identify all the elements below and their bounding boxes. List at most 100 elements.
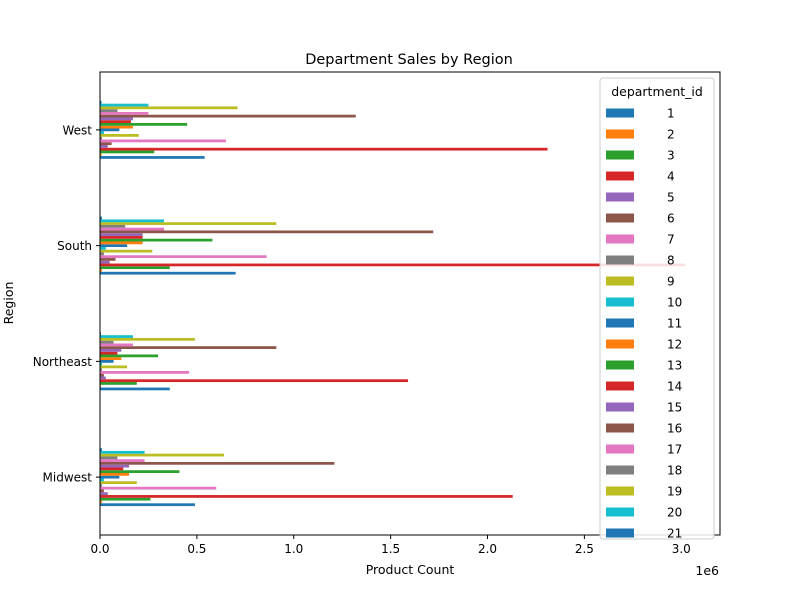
bar-midwest-dept-4: [100, 495, 513, 498]
bar-northeast-dept-4: [100, 379, 409, 383]
bar-midwest-dept-21: [100, 448, 102, 451]
legend-swatch: [606, 192, 634, 202]
bar-northeast-dept-7: [100, 371, 190, 374]
x-axis-label: Product Count: [366, 562, 455, 577]
bar-northeast-dept-5: [100, 376, 106, 380]
x-tick-label: 3.0: [672, 542, 691, 556]
y-axis-ticks: Midwest Northeast South West: [33, 123, 100, 485]
bar-west-dept-1: [100, 156, 205, 159]
legend-swatch: [606, 381, 634, 391]
legend-label: 17: [667, 443, 682, 457]
bar-midwest-dept-13: [100, 470, 180, 473]
bar-northeast-dept-11: [100, 360, 114, 363]
bar-midwest-dept-3: [100, 497, 151, 501]
bar-northeast-dept-14: [100, 351, 118, 355]
bar-west-dept-10: [100, 131, 104, 135]
bar-midwest-dept-14: [100, 467, 124, 471]
legend-label: 2: [667, 128, 675, 142]
bar-midwest-dept-5: [100, 492, 108, 496]
legend-title: department_id: [611, 84, 703, 99]
bar-south-dept-18: [100, 224, 126, 228]
bar-northeast-dept-20: [100, 335, 133, 338]
bar-south-dept-5: [100, 260, 110, 264]
bar-south-dept-1: [100, 271, 236, 275]
bar-west-dept-16: [100, 114, 356, 118]
legend-label: 8: [667, 254, 675, 268]
bar-west-dept-13: [100, 122, 188, 126]
bar-northeast-dept-17: [100, 343, 133, 347]
bar-midwest-dept-18: [100, 456, 118, 460]
bar-west-dept-11: [100, 128, 120, 132]
bar-northeast-dept-15: [100, 348, 122, 352]
legend-swatch: [606, 486, 634, 496]
bar-south-dept-19: [100, 222, 277, 225]
bar-northeast-dept-3: [100, 382, 137, 385]
legend-label: 6: [667, 212, 675, 226]
legend-label: 14: [667, 380, 682, 394]
bar-west-dept-9: [100, 134, 139, 137]
legend: department_id 12345678910111213141516171…: [599, 77, 715, 541]
y-axis-label: Region: [1, 282, 16, 325]
bar-midwest-dept-12: [100, 472, 130, 476]
legend-label: 16: [667, 422, 682, 436]
y-tick-label: West: [62, 123, 92, 137]
bar-west-dept-19: [100, 106, 238, 110]
bar-midwest-dept-8: [100, 484, 102, 487]
bar-northeast-dept-19: [100, 337, 195, 341]
bar-south-dept-20: [100, 219, 164, 223]
bar-south-dept-13: [100, 238, 213, 242]
y-tick-label: Northeast: [33, 355, 93, 369]
legend-swatch: [606, 276, 634, 286]
bar-northeast-dept-9: [100, 365, 128, 369]
bar-west-dept-20: [100, 103, 149, 107]
legend-label: 1: [667, 107, 675, 121]
legend-swatch: [606, 297, 634, 307]
y-tick-label: South: [57, 239, 92, 253]
bar-south-dept-9: [100, 249, 153, 253]
bar-west-dept-18: [100, 109, 118, 112]
bar-south-dept-8: [100, 252, 104, 256]
legend-swatch: [606, 171, 634, 181]
legend-swatch: [606, 402, 634, 412]
legend-swatch: [606, 360, 634, 370]
legend-swatch: [606, 213, 634, 223]
legend-swatch: [606, 339, 634, 349]
bar-west-dept-7: [100, 139, 226, 143]
legend-label: 13: [667, 359, 682, 373]
bar-west-dept-6: [100, 142, 112, 146]
bar-northeast-dept-16: [100, 346, 277, 349]
x-tick-label: 2.0: [478, 542, 497, 556]
bar-northeast-dept-18: [100, 340, 114, 344]
bar-south-dept-6: [100, 258, 116, 261]
bar-west-dept-17: [100, 111, 149, 115]
legend-swatch: [606, 150, 634, 160]
bar-south-dept-11: [100, 244, 128, 248]
bar-midwest-dept-11: [100, 475, 120, 479]
bar-midwest-dept-1: [100, 503, 195, 507]
bar-south-dept-10: [100, 247, 106, 250]
bar-northeast-dept-8: [100, 368, 102, 372]
legend-label: 10: [667, 296, 682, 310]
bar-midwest-dept-10: [100, 478, 104, 482]
bar-south-dept-14: [100, 235, 143, 239]
legend-swatch: [606, 129, 634, 139]
legend-label: 3: [667, 149, 675, 163]
bar-south-dept-2: [100, 269, 102, 272]
legend-swatch: [606, 108, 634, 118]
bar-midwest-dept-19: [100, 453, 224, 457]
bar-midwest-dept-20: [100, 450, 145, 454]
legend-swatch: [606, 444, 634, 454]
y-tick-label: Midwest: [43, 471, 93, 485]
bar-northeast-dept-10: [100, 362, 102, 366]
x-axis-ticks: 0.0 0.5 1.0 1.5 2.0 2.5 3.0: [90, 535, 691, 556]
x-offset-label: 1e6: [695, 563, 719, 578]
legend-swatch: [606, 507, 634, 517]
bar-south-dept-17: [100, 227, 164, 231]
legend-swatch: [606, 528, 634, 538]
bars-group: [100, 100, 686, 507]
bar-northeast-dept-12: [100, 357, 122, 360]
chart-title: Department Sales by Region: [305, 52, 513, 68]
legend-label: 7: [667, 233, 675, 247]
